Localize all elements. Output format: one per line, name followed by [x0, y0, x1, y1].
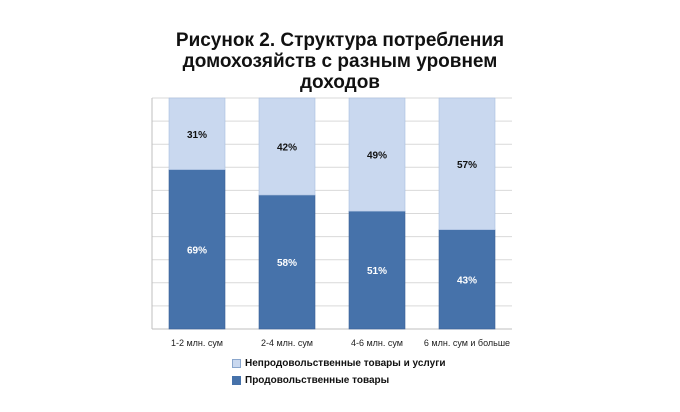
data-label-nonfood-2: 49% — [367, 151, 387, 162]
data-label-nonfood-0: 31% — [187, 130, 207, 141]
data-label-food-1: 58% — [277, 258, 297, 269]
bar-food-3 — [438, 229, 496, 330]
bar-nonfood-1 — [258, 97, 316, 196]
x-tick-label: 4-6 млн. сум — [351, 338, 403, 348]
legend: Непродовольственные товары и услуги Прод… — [232, 355, 446, 389]
legend-swatch-nonfood — [232, 359, 241, 368]
legend-item-nonfood: Непродовольственные товары и услуги — [232, 355, 446, 372]
legend-swatch-food — [232, 376, 241, 385]
data-label-food-0: 69% — [187, 245, 207, 256]
legend-item-food: Продовольственные товары — [232, 372, 446, 389]
bar-nonfood-3 — [438, 97, 496, 230]
bar-nonfood-0 — [168, 97, 226, 170]
chart-title: Рисунок 2. Структура потребления домохоз… — [130, 30, 550, 93]
bar-nonfood-2 — [348, 97, 406, 212]
data-label-nonfood-3: 57% — [457, 160, 477, 171]
title-line-2: домохозяйств с разным уровнем — [182, 51, 498, 72]
legend-label-food: Продовольственные товары — [245, 375, 390, 386]
data-label-nonfood-1: 42% — [277, 143, 297, 154]
data-label-food-2: 51% — [367, 266, 387, 277]
x-tick-label: 6 млн. сум и больше — [424, 338, 510, 348]
x-tick-label: 2-4 млн. сум — [261, 338, 313, 348]
x-tick-label: 1-2 млн. сум — [171, 338, 223, 348]
title-line-1: Рисунок 2. Структура потребления — [175, 30, 505, 51]
data-label-food-3: 43% — [457, 275, 477, 286]
legend-label-nonfood: Непродовольственные товары и услуги — [245, 358, 446, 369]
title-line-3: доходов — [300, 72, 380, 93]
bar-food-2 — [348, 210, 406, 330]
